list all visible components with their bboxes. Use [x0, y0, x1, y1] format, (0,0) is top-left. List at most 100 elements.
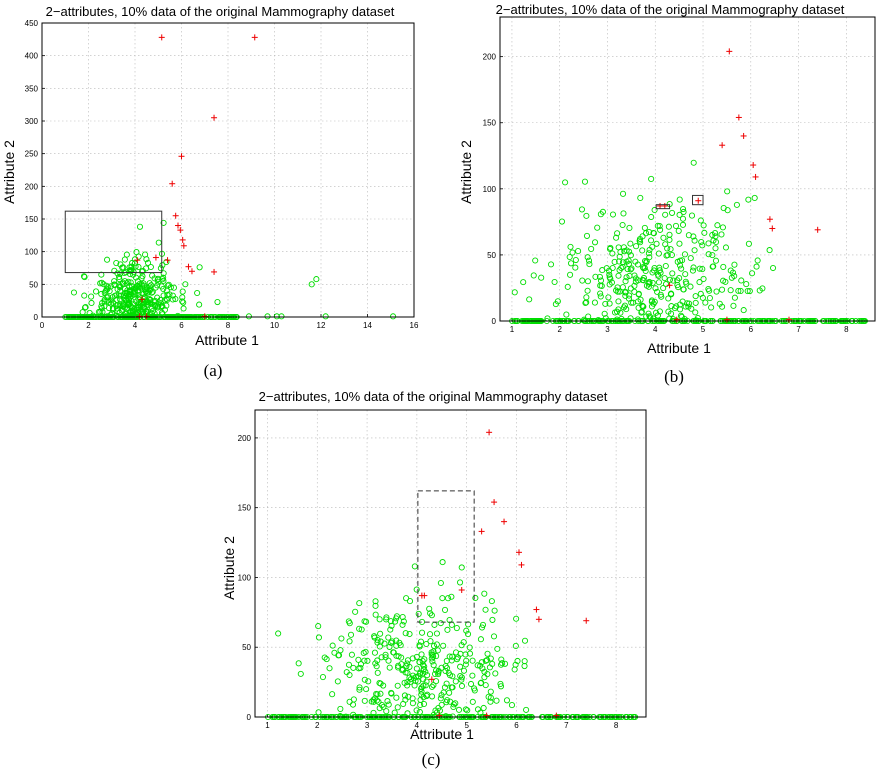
panel-c-red-point: [583, 617, 590, 624]
panel-c-green-point: [411, 682, 418, 689]
panel-a-green-point: [158, 309, 165, 316]
panel-c-green-point: [329, 691, 336, 698]
panel-b-green-point: [709, 252, 716, 259]
panel-a-green-point: [194, 289, 201, 297]
panel-b-green-point: [670, 316, 677, 323]
panel-b-ytick-label: 50: [487, 251, 496, 260]
panel-b-green-point: [753, 263, 760, 270]
panel-c-green-point: [478, 624, 486, 631]
panel-b-green-point: [655, 250, 662, 257]
panel-b-green-point: [582, 299, 589, 307]
panel-a-xtick-label: 8: [226, 321, 231, 330]
panel-a-caption: (a): [204, 361, 223, 380]
panel-b-green-point: [646, 278, 653, 285]
panel-b-green-point: [667, 246, 674, 253]
panel-b-red-point: [766, 216, 773, 223]
panel-c-green-point: [380, 703, 387, 710]
panel-b-green-point: [562, 179, 569, 186]
panel-c-green-point: [446, 689, 453, 696]
panel-b-green-point: [670, 277, 677, 284]
panel-b-green-point: [603, 265, 610, 272]
panel-a-green-point: [137, 307, 144, 314]
panel-c-red-point: [491, 499, 498, 506]
panel-c-green-point: [383, 708, 390, 715]
panel-a-green-point: [98, 303, 105, 310]
panel-c-green-point: [430, 682, 437, 689]
panel-a-green-point: [117, 270, 124, 277]
panel-b-red-point: [735, 114, 742, 121]
panel-b-green-point: [718, 231, 725, 238]
panel-b-green-point: [613, 287, 620, 294]
panel-b-green-point: [642, 267, 649, 275]
panel-b-green-point: [648, 175, 655, 183]
panel-c-green-point: [393, 642, 400, 649]
panel-c-green-point: [413, 653, 420, 660]
panel-a-green-point: [170, 284, 177, 291]
panel-b-green-point: [634, 316, 641, 323]
panel-b-green-point: [628, 299, 635, 306]
panel-b-green-point: [623, 274, 630, 281]
panel-b-green-point: [639, 247, 646, 254]
panel-b-green-point: [584, 287, 591, 294]
panel-c-green-point: [348, 651, 355, 658]
panel-b-green-point: [662, 281, 670, 288]
panel-b-green-point: [678, 265, 685, 272]
panel-a-green-point: [145, 289, 152, 296]
panel-a-xtick-label: 2: [86, 321, 91, 330]
panel-a-green-point: [157, 300, 165, 307]
panel-b-green-point: [681, 316, 688, 323]
panel-c-green-point: [373, 663, 380, 670]
panel-b-green-point: [655, 272, 662, 280]
panel-c-green-point: [409, 700, 416, 707]
panel-c-green-point: [478, 679, 485, 686]
panel-a-green-point: [167, 284, 174, 291]
panel-b-green-point: [664, 245, 671, 252]
panel-b-green-point: [614, 230, 621, 237]
panel-c-green-point: [469, 657, 476, 664]
panel-b-green-point: [615, 298, 622, 305]
panel-a-green-point: [105, 305, 113, 312]
panel-b-green-point: [554, 298, 561, 305]
panel-a-green-point: [273, 313, 280, 320]
panel-c-green-point: [508, 702, 516, 709]
panel-a-ytick-label: 450: [25, 19, 39, 28]
panel-c-green-point: [493, 697, 500, 704]
panel-b-green-point: [607, 275, 614, 282]
panel-c-red-point: [478, 528, 485, 535]
panel-a-red-point: [138, 296, 145, 303]
panel-b-green-point: [591, 239, 599, 246]
panel-b-green-point: [660, 284, 667, 292]
panel-c-green-point: [385, 634, 392, 641]
panel-a-green-point: [160, 219, 167, 226]
panel-c-green-point: [404, 669, 411, 676]
panel-a-green-point: [116, 276, 123, 283]
panel-b-green-point: [769, 264, 777, 272]
panel-b-green-point: [645, 250, 652, 257]
panel-b-green-point: [665, 223, 672, 230]
panel-b-green-point: [569, 249, 576, 256]
panel-c-green-point: [376, 643, 383, 650]
panel-b-green-point: [656, 308, 663, 315]
panel-a-green-point: [109, 294, 116, 301]
panel-c-green-point: [319, 674, 327, 681]
panel-b-green-point: [705, 251, 712, 258]
panel-b-green-point: [713, 288, 720, 295]
panel-c-green-point: [419, 657, 426, 665]
panel-b-green-point: [583, 212, 590, 219]
panel-b-green-point: [547, 261, 555, 268]
panel-c-green-point: [406, 663, 413, 670]
panel-c-green-point: [389, 638, 396, 645]
panel-c-green-point: [427, 638, 434, 645]
panel-b-green-point: [683, 280, 690, 287]
panel-c-green-point: [439, 595, 446, 602]
panel-c-red-point: [533, 606, 540, 613]
panel-a-green-point: [116, 273, 123, 281]
panel-c-green-point: [404, 657, 411, 664]
panel-b-green-point: [664, 251, 671, 259]
panel-c-green-point: [432, 670, 439, 677]
panel-c-green-point: [377, 690, 384, 697]
panel-b-green-point: [624, 266, 631, 273]
panel-c-green-point: [450, 701, 457, 708]
panel-c-green-point: [388, 639, 395, 646]
panel-b-green-point: [601, 310, 608, 317]
